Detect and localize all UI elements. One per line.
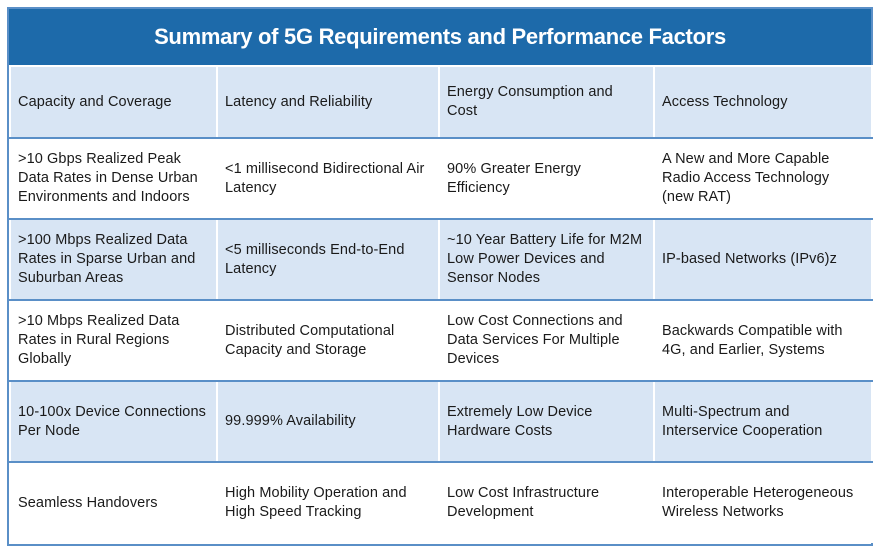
table-cell: 99.999% Availability xyxy=(216,380,440,463)
table-cell: <5 milliseconds End-to-End Latency xyxy=(216,218,440,301)
table-cell: Low Cost Connections and Data Services F… xyxy=(438,299,655,382)
table-cell: ~10 Year Battery Life for M2M Low Power … xyxy=(438,218,655,301)
table-cell: High Mobility Operation and High Speed T… xyxy=(216,461,440,543)
table-cell: Multi-Spectrum and Interservice Cooperat… xyxy=(653,380,873,463)
table-cell: >10 Mbps Realized Data Rates in Rural Re… xyxy=(9,299,218,382)
table-cell: Low Cost Infrastructure Development xyxy=(438,461,655,543)
table-cell: 90% Greater Energy Efficiency xyxy=(438,137,655,220)
summary-table-panel: Summary of 5G Requirements and Performan… xyxy=(7,7,873,546)
column-header-latency: Latency and Reliability xyxy=(216,65,440,139)
table-row: Seamless Handovers High Mobility Operati… xyxy=(9,461,873,543)
table-row: >100 Mbps Realized Data Rates in Sparse … xyxy=(9,218,873,301)
table-row: >10 Gbps Realized Peak Data Rates in Den… xyxy=(9,137,873,220)
table-cell: Distributed Computational Capacity and S… xyxy=(216,299,440,382)
column-header-capacity: Capacity and Coverage xyxy=(9,65,218,139)
table-cell: IP-based Networks (IPv6)z xyxy=(653,218,873,301)
requirements-table: Capacity and Coverage Latency and Reliab… xyxy=(9,65,873,543)
table-header-row: Capacity and Coverage Latency and Reliab… xyxy=(9,65,873,139)
table-cell: A New and More Capable Radio Access Tech… xyxy=(653,137,873,220)
table-cell: Extremely Low Device Hardware Costs xyxy=(438,380,655,463)
table-cell: Seamless Handovers xyxy=(9,461,218,543)
table-cell: 10-100x Device Connections Per Node xyxy=(9,380,218,463)
table-cell: Interoperable Heterogeneous Wireless Net… xyxy=(653,461,873,543)
table-cell: >100 Mbps Realized Data Rates in Sparse … xyxy=(9,218,218,301)
column-header-access: Access Technology xyxy=(653,65,873,139)
column-header-energy: Energy Consumption and Cost xyxy=(438,65,655,139)
table-row: >10 Mbps Realized Data Rates in Rural Re… xyxy=(9,299,873,382)
table-cell: >10 Gbps Realized Peak Data Rates in Den… xyxy=(9,137,218,220)
table-cell: <1 millisecond Bidirectional Air Latency xyxy=(216,137,440,220)
table-row: 10-100x Device Connections Per Node 99.9… xyxy=(9,380,873,463)
table-title: Summary of 5G Requirements and Performan… xyxy=(9,9,871,65)
table-cell: Backwards Compatible with 4G, and Earlie… xyxy=(653,299,873,382)
